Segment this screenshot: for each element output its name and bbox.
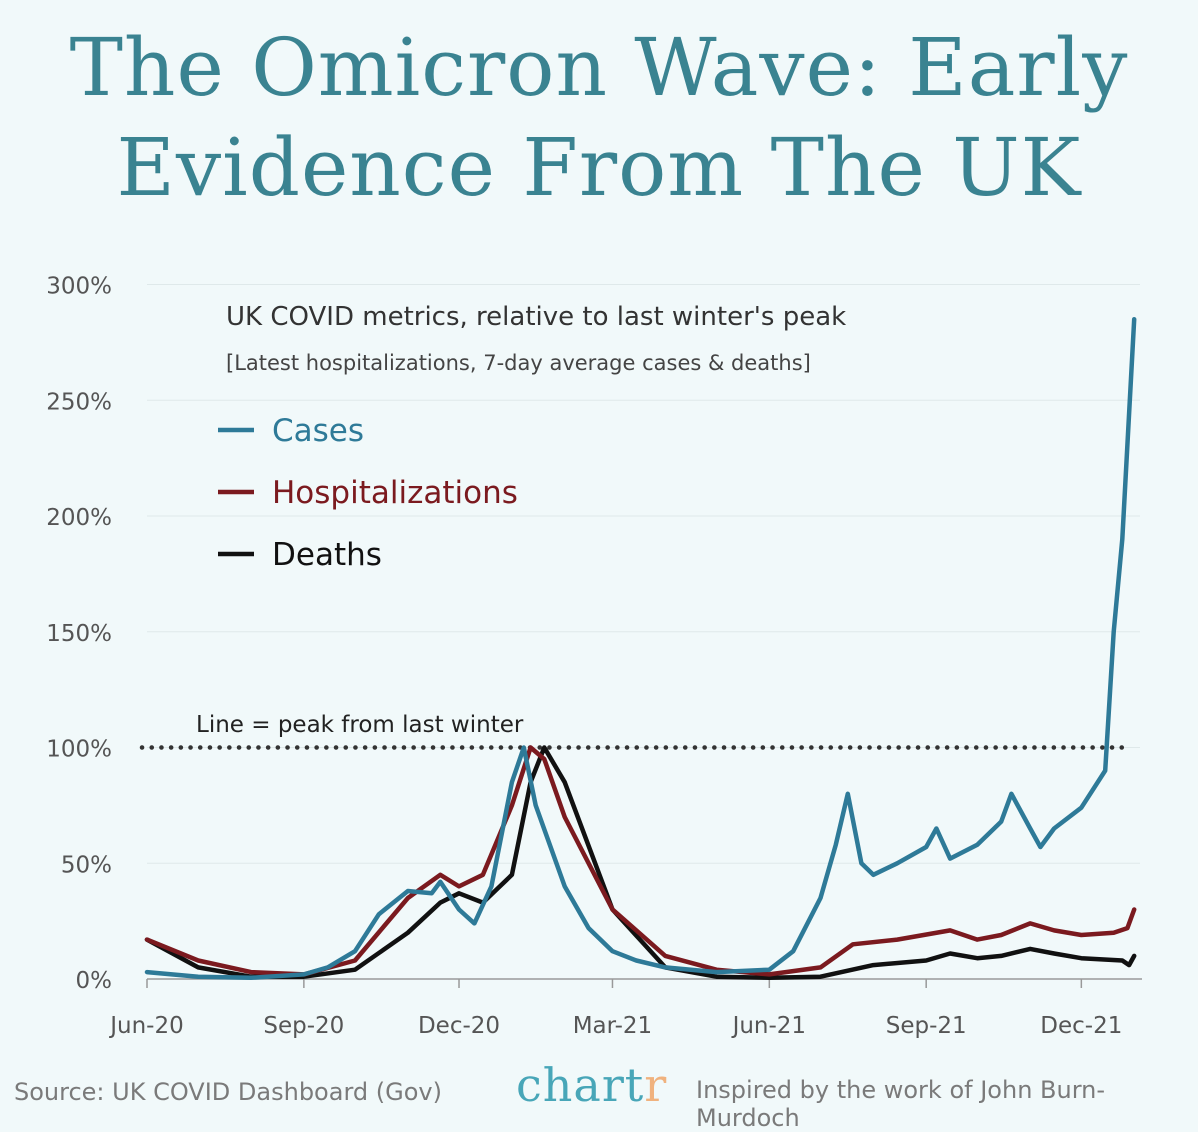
x-tick-label: Jun-20: [108, 1013, 184, 1039]
y-tick-label: 200%: [46, 505, 112, 531]
x-tick-label: Mar-21: [573, 1013, 653, 1039]
x-tick-label: Jun-21: [731, 1013, 807, 1039]
y-tick-label: 150%: [46, 621, 112, 647]
legend-label: Cases: [272, 413, 364, 449]
page-title: The Omicron Wave: Early Evidence From Th…: [69, 21, 1129, 214]
y-tick-label: 250%: [46, 389, 112, 415]
x-tick-label: Sep-20: [263, 1013, 344, 1039]
series-line-cases: [144, 316, 1137, 981]
x-tick-label: Sep-21: [886, 1013, 967, 1039]
reference-line-label: Line = peak from last winter: [196, 712, 524, 738]
legend-label: Deaths: [272, 537, 382, 573]
y-tick-label: 50%: [61, 852, 112, 878]
y-tick-label: 100%: [46, 737, 112, 763]
chart-title: UK COVID metrics, relative to last winte…: [226, 302, 846, 332]
legend-label: Hospitalizations: [272, 475, 518, 511]
x-tick-label: Dec-20: [418, 1013, 500, 1039]
chart: 0% 50% 100% 150% 200% 250% 300% Jun-20 Sep-20 De…: [46, 274, 1142, 1039]
y-tick-label: 300%: [46, 274, 112, 300]
gridlines: [147, 284, 1140, 864]
y-axis: 0% 50% 100% 150% 200% 250% 300%: [46, 274, 112, 995]
source-text: Source: UK COVID Dashboard (Gov): [14, 1078, 442, 1106]
series-lines: [144, 316, 1137, 981]
legend: Cases Hospitalizations Deaths: [218, 413, 518, 573]
credit-text: Inspired by the work of John Burn-Murdoc…: [696, 1076, 1106, 1132]
chart-subtitle: [Latest hospitalizations, 7-day average …: [226, 351, 811, 375]
y-tick-label: 0%: [76, 968, 113, 994]
x-axis: Jun-20 Sep-20 Dec-20 Mar-21 Jun-21 Sep-21 Dec-…: [108, 978, 1142, 1039]
series-line-deaths: [144, 745, 1137, 981]
series-line-hospitalizations: [144, 745, 1137, 977]
chartr-logo: chartr: [516, 1058, 668, 1112]
x-tick-label: Dec-21: [1040, 1013, 1122, 1039]
